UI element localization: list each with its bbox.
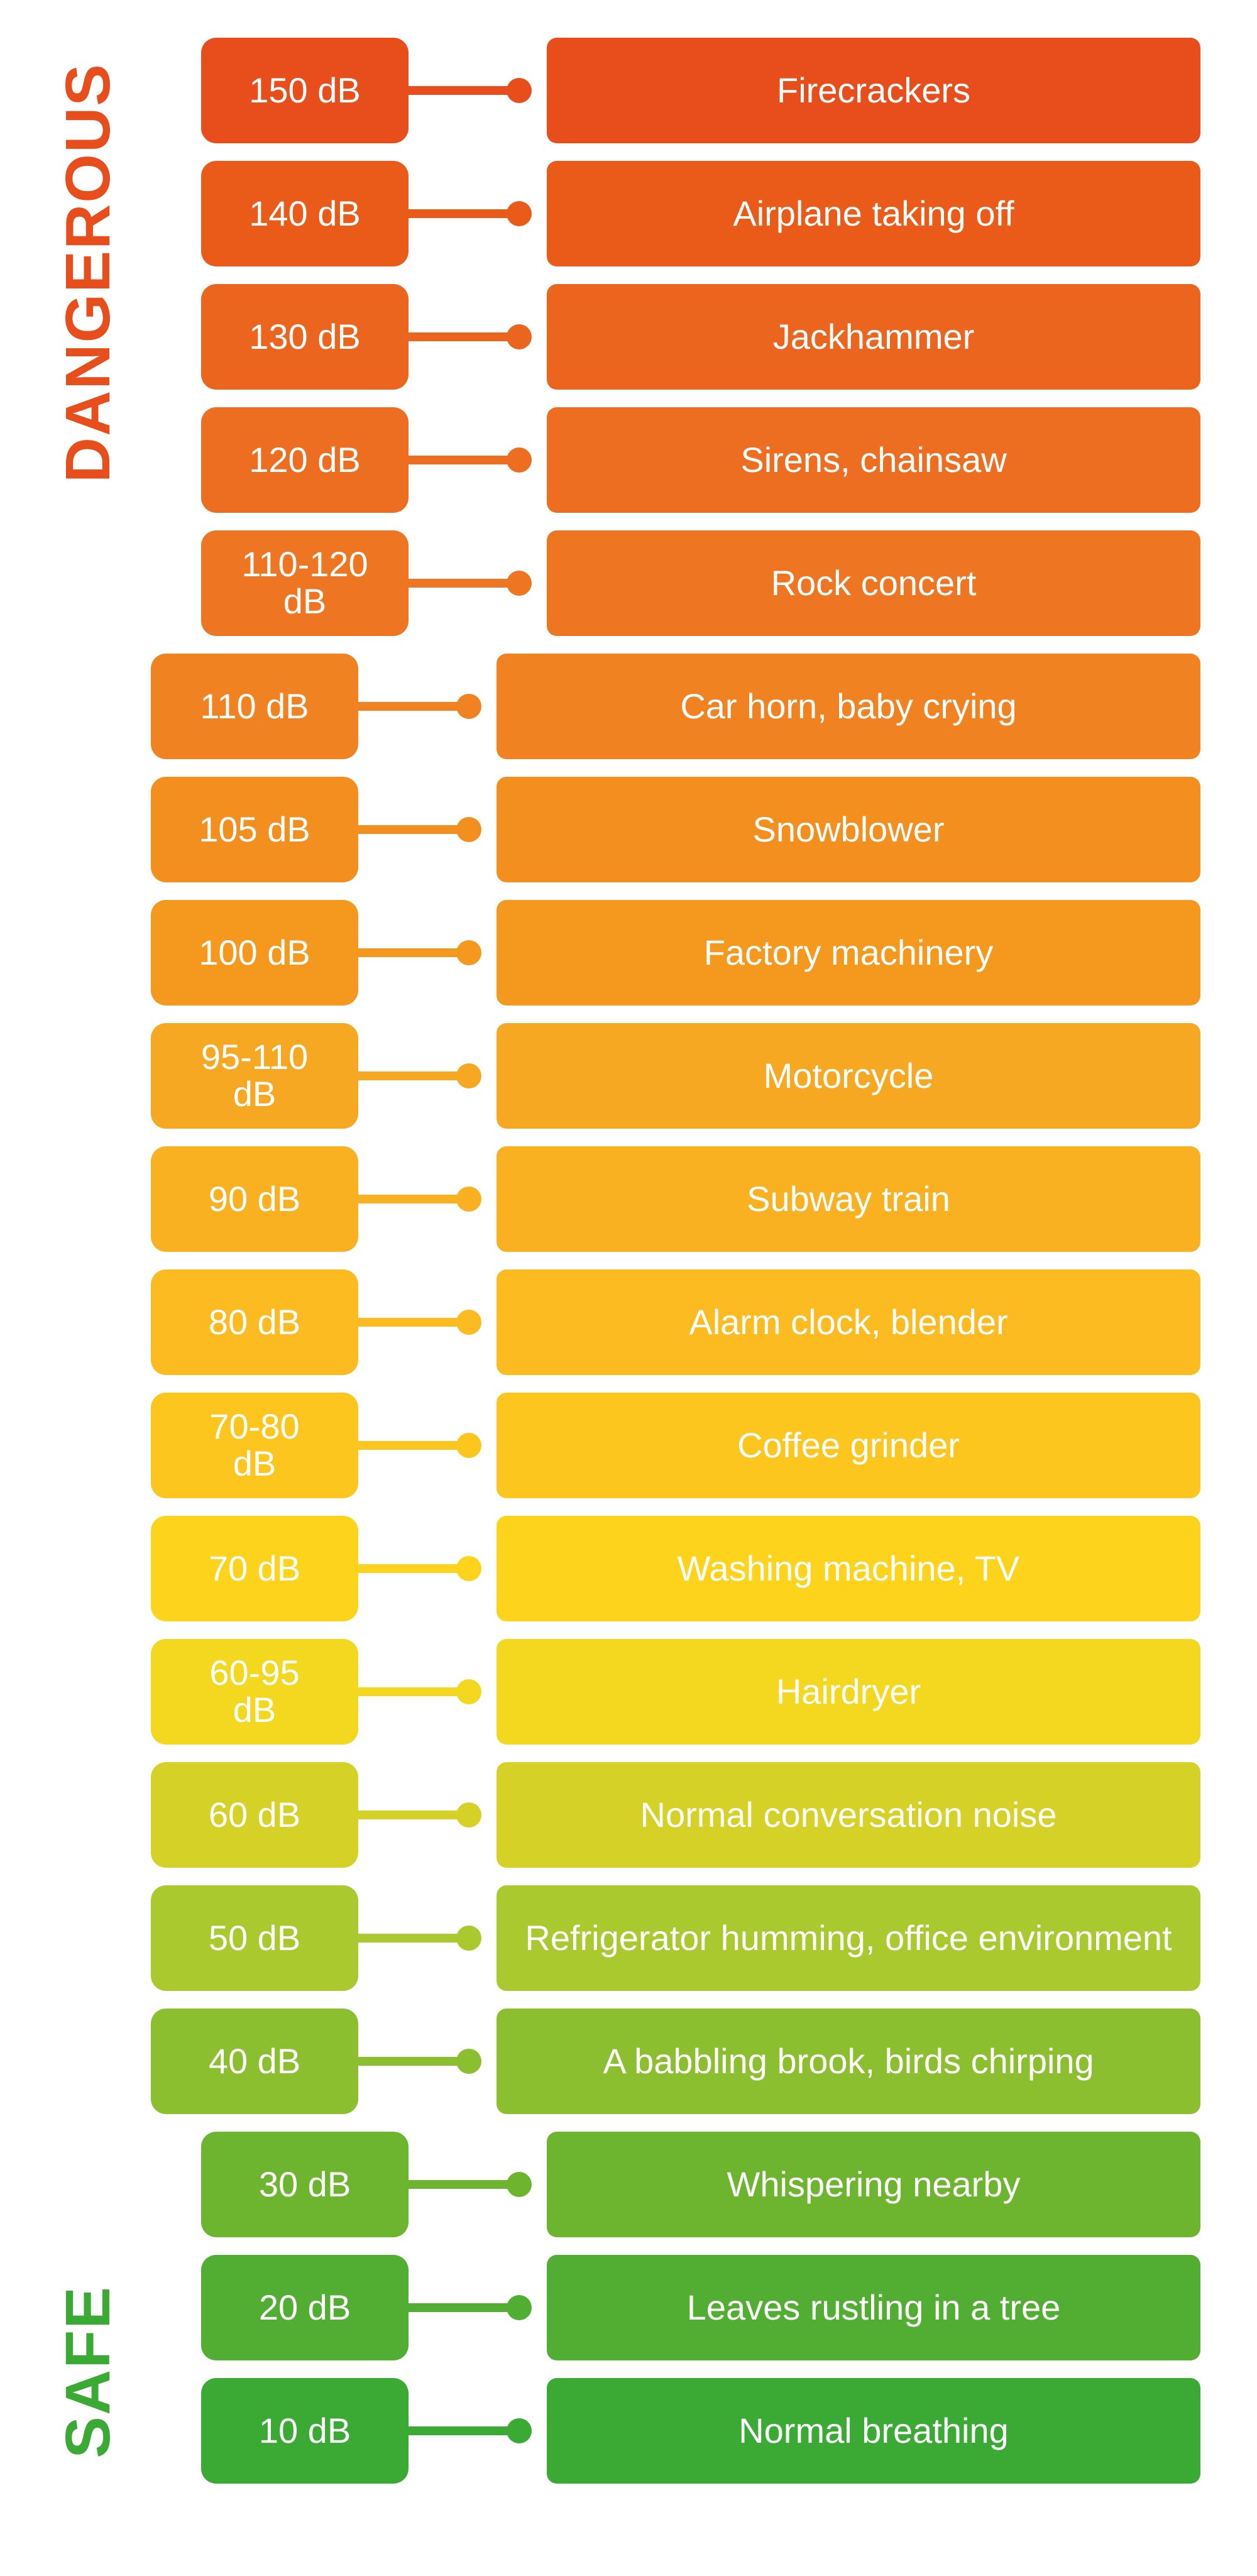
- db-value-box: 80 dB: [151, 1269, 358, 1375]
- description-box: Normal breathing: [547, 2378, 1200, 2484]
- description-box: Alarm clock, blender: [497, 1269, 1200, 1375]
- level-row: 140 dB Airplane taking off: [151, 161, 1200, 266]
- connector-line: [358, 1072, 478, 1080]
- description-box: Washing machine, TV: [497, 1516, 1200, 1621]
- description-box: Refrigerator humming, office environment: [497, 1885, 1200, 1991]
- connector-line: [358, 1687, 478, 1696]
- db-value-box: 60 dB: [151, 1762, 358, 1868]
- db-value-box: 70 dB: [151, 1516, 358, 1621]
- db-value-box: 90 dB: [151, 1146, 358, 1252]
- description-box: Airplane taking off: [547, 161, 1200, 266]
- db-value-box: 30 dB: [201, 2132, 409, 2237]
- decibel-infographic: DANGEROUS SAFE 150 dB Firecrackers 140 dB A…: [25, 38, 1200, 2484]
- level-row: 30 dB Whispering nearby: [151, 2132, 1200, 2237]
- level-row: 95-110dB Motorcycle: [151, 1023, 1200, 1129]
- db-value-box: 110-120dB: [201, 530, 409, 636]
- level-row: 110 dB Car horn, baby crying: [151, 654, 1200, 759]
- connector-line: [409, 332, 528, 341]
- db-value-box: 20 dB: [201, 2255, 409, 2360]
- level-row: 80 dB Alarm clock, blender: [151, 1269, 1200, 1375]
- db-value-box: 60-95dB: [151, 1639, 358, 1745]
- level-row: 130 dB Jackhammer: [151, 284, 1200, 390]
- description-box: Subway train: [497, 1146, 1200, 1252]
- level-row: 105 dB Snowblower: [151, 777, 1200, 882]
- level-row: 120 dB Sirens, chainsaw: [151, 407, 1200, 513]
- level-row: 70 dB Washing machine, TV: [151, 1516, 1200, 1621]
- level-row: 70-80dB Coffee grinder: [151, 1393, 1200, 1498]
- description-box: Firecrackers: [547, 38, 1200, 143]
- connector-line: [358, 2057, 478, 2066]
- description-box: Car horn, baby crying: [497, 654, 1200, 759]
- description-box: Hairdryer: [497, 1639, 1200, 1745]
- level-row: 60 dB Normal conversation noise: [151, 1762, 1200, 1868]
- db-value-box: 100 dB: [151, 900, 358, 1006]
- level-row: 150 dB Firecrackers: [151, 38, 1200, 143]
- connector-line: [358, 1811, 478, 1819]
- level-row: 60-95dB Hairdryer: [151, 1639, 1200, 1745]
- connector-line: [358, 1564, 478, 1573]
- db-value-box: 95-110dB: [151, 1023, 358, 1129]
- db-value-box: 70-80dB: [151, 1393, 358, 1498]
- description-box: Motorcycle: [497, 1023, 1200, 1129]
- description-box: Coffee grinder: [497, 1393, 1200, 1498]
- connector-line: [358, 1318, 478, 1327]
- description-box: Sirens, chainsaw: [547, 407, 1200, 513]
- connector-line: [409, 209, 528, 218]
- connector-line: [358, 825, 478, 834]
- level-row: 20 dB Leaves rustling in a tree: [151, 2255, 1200, 2360]
- level-row: 90 dB Subway train: [151, 1146, 1200, 1252]
- description-box: Snowblower: [497, 777, 1200, 882]
- connector-line: [409, 86, 528, 95]
- connector-line: [358, 948, 478, 957]
- level-rows: 150 dB Firecrackers 140 dB Airplane taking …: [151, 38, 1200, 2484]
- connector-line: [358, 702, 478, 711]
- level-row: 50 dB Refrigerator humming, office enviro…: [151, 1885, 1200, 1991]
- db-value-box: 50 dB: [151, 1885, 358, 1991]
- connector-line: [409, 456, 528, 464]
- description-box: A babbling brook, birds chirping: [497, 2009, 1200, 2114]
- connector-line: [409, 2180, 528, 2189]
- db-value-box: 120 dB: [201, 407, 409, 513]
- connector-line: [358, 1195, 478, 1203]
- connector-line: [409, 2303, 528, 2312]
- db-value-box: 105 dB: [151, 777, 358, 882]
- description-box: Normal conversation noise: [497, 1762, 1200, 1868]
- level-row: 10 dB Normal breathing: [151, 2378, 1200, 2484]
- description-box: Rock concert: [547, 530, 1200, 636]
- db-value-box: 40 dB: [151, 2009, 358, 2114]
- level-row: 110-120dB Rock concert: [151, 530, 1200, 636]
- db-value-box: 130 dB: [201, 284, 409, 390]
- db-value-box: 150 dB: [201, 38, 409, 143]
- db-value-box: 10 dB: [201, 2378, 409, 2484]
- description-box: Leaves rustling in a tree: [547, 2255, 1200, 2360]
- description-box: Factory machinery: [497, 900, 1200, 1006]
- connector-line: [358, 1441, 478, 1450]
- side-labels: DANGEROUS SAFE: [25, 38, 151, 2484]
- db-value-box: 110 dB: [151, 654, 358, 759]
- description-box: Whispering nearby: [547, 2132, 1200, 2237]
- dangerous-label: DANGEROUS: [52, 63, 124, 483]
- level-row: 100 dB Factory machinery: [151, 900, 1200, 1006]
- connector-line: [409, 2426, 528, 2435]
- safe-label: SAFE: [52, 2286, 124, 2458]
- description-box: Jackhammer: [547, 284, 1200, 390]
- db-value-box: 140 dB: [201, 161, 409, 266]
- connector-line: [358, 1934, 478, 1943]
- connector-line: [409, 579, 528, 588]
- level-row: 40 dB A babbling brook, birds chirping: [151, 2009, 1200, 2114]
